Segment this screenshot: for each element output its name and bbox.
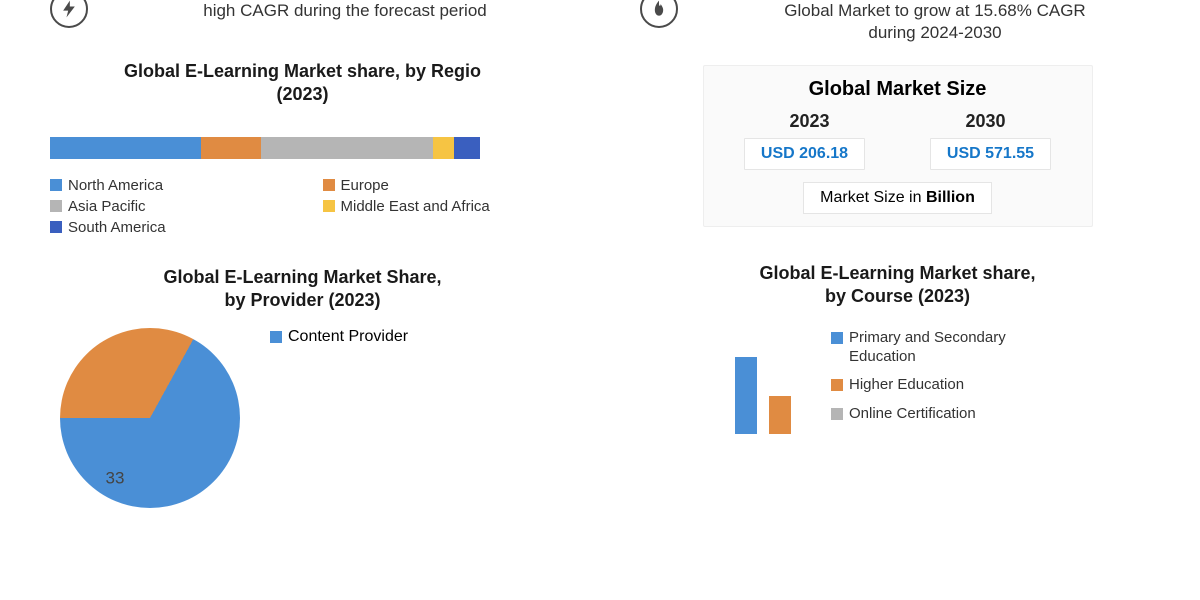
provider-chart-title: Global E-Learning Market Share, by Provi… — [20, 266, 585, 313]
region-stacked-bar — [50, 137, 480, 159]
legend-label: North America — [68, 177, 163, 194]
legend-item: Middle East and Africa — [323, 198, 556, 215]
legend-label: Content Provider — [288, 328, 408, 346]
region-chart-title: Global E-Learning Market share, by Regio… — [20, 60, 585, 107]
provider-legend: Content Provider — [270, 328, 408, 354]
market-size-year-2: 2030 — [965, 111, 1005, 132]
legend-swatch — [831, 379, 843, 391]
course-legend: Primary and Secondary Education Higher Ed… — [831, 329, 1049, 434]
legend-label: Asia Pacific — [68, 198, 146, 215]
legend-label: Europe — [341, 177, 389, 194]
flame-icon — [640, 0, 678, 28]
legend-item: Higher Education — [831, 376, 1049, 395]
legend-label: Middle East and Africa — [341, 198, 490, 215]
legend-item: South America — [50, 219, 283, 236]
legend-swatch — [270, 331, 282, 343]
legend-item: North America — [50, 177, 283, 194]
course-bar — [769, 396, 791, 434]
legend-swatch — [323, 200, 335, 212]
legend-swatch — [50, 200, 62, 212]
legend-swatch — [831, 332, 843, 344]
market-size-card: Global Market Size 2023 2030 USD 206.18 … — [703, 65, 1093, 227]
region-segment — [201, 137, 261, 159]
course-chart-title: Global E-Learning Market share, by Cours… — [615, 262, 1180, 309]
legend-item: Europe — [323, 177, 556, 194]
region-segment — [433, 137, 455, 159]
course-bars — [615, 344, 791, 434]
market-size-title: Global Market Size — [722, 78, 1074, 101]
pie-slice-label: 33 — [106, 468, 125, 488]
course-chart: Global E-Learning Market share, by Cours… — [615, 262, 1180, 434]
header-left-text: high CAGR during the forecast period — [100, 0, 590, 22]
course-bar — [735, 357, 757, 434]
legend-swatch — [50, 221, 62, 233]
market-size-value-1: USD 206.18 — [744, 138, 865, 170]
market-size-value-2: USD 571.55 — [930, 138, 1051, 170]
legend-item: Asia Pacific — [50, 198, 283, 215]
bolt-icon — [50, 0, 88, 28]
region-segment — [454, 137, 480, 159]
legend-label: Online Certification — [849, 405, 976, 424]
region-chart: Global E-Learning Market share, by Regio… — [20, 60, 585, 236]
market-size-year-1: 2023 — [789, 111, 829, 132]
region-segment — [50, 137, 201, 159]
legend-swatch — [323, 179, 335, 191]
legend-label: Primary and Secondary Education — [849, 329, 1049, 367]
provider-chart: Global E-Learning Market Share, by Provi… — [20, 266, 585, 508]
legend-label: Higher Education — [849, 376, 964, 395]
legend-swatch — [50, 179, 62, 191]
legend-item: Primary and Secondary Education — [831, 329, 1049, 367]
legend-label: South America — [68, 219, 166, 236]
market-size-unit: Market Size in Billion — [803, 182, 992, 214]
region-legend: North America Europe Asia Pacific Middle Ea… — [50, 177, 555, 236]
legend-swatch — [831, 408, 843, 420]
header-right-text: Global Market to grow at 15.68% CAGR dur… — [690, 0, 1180, 44]
provider-pie: 33 — [60, 328, 240, 508]
region-segment — [261, 137, 433, 159]
legend-item: Online Certification — [831, 405, 1049, 424]
